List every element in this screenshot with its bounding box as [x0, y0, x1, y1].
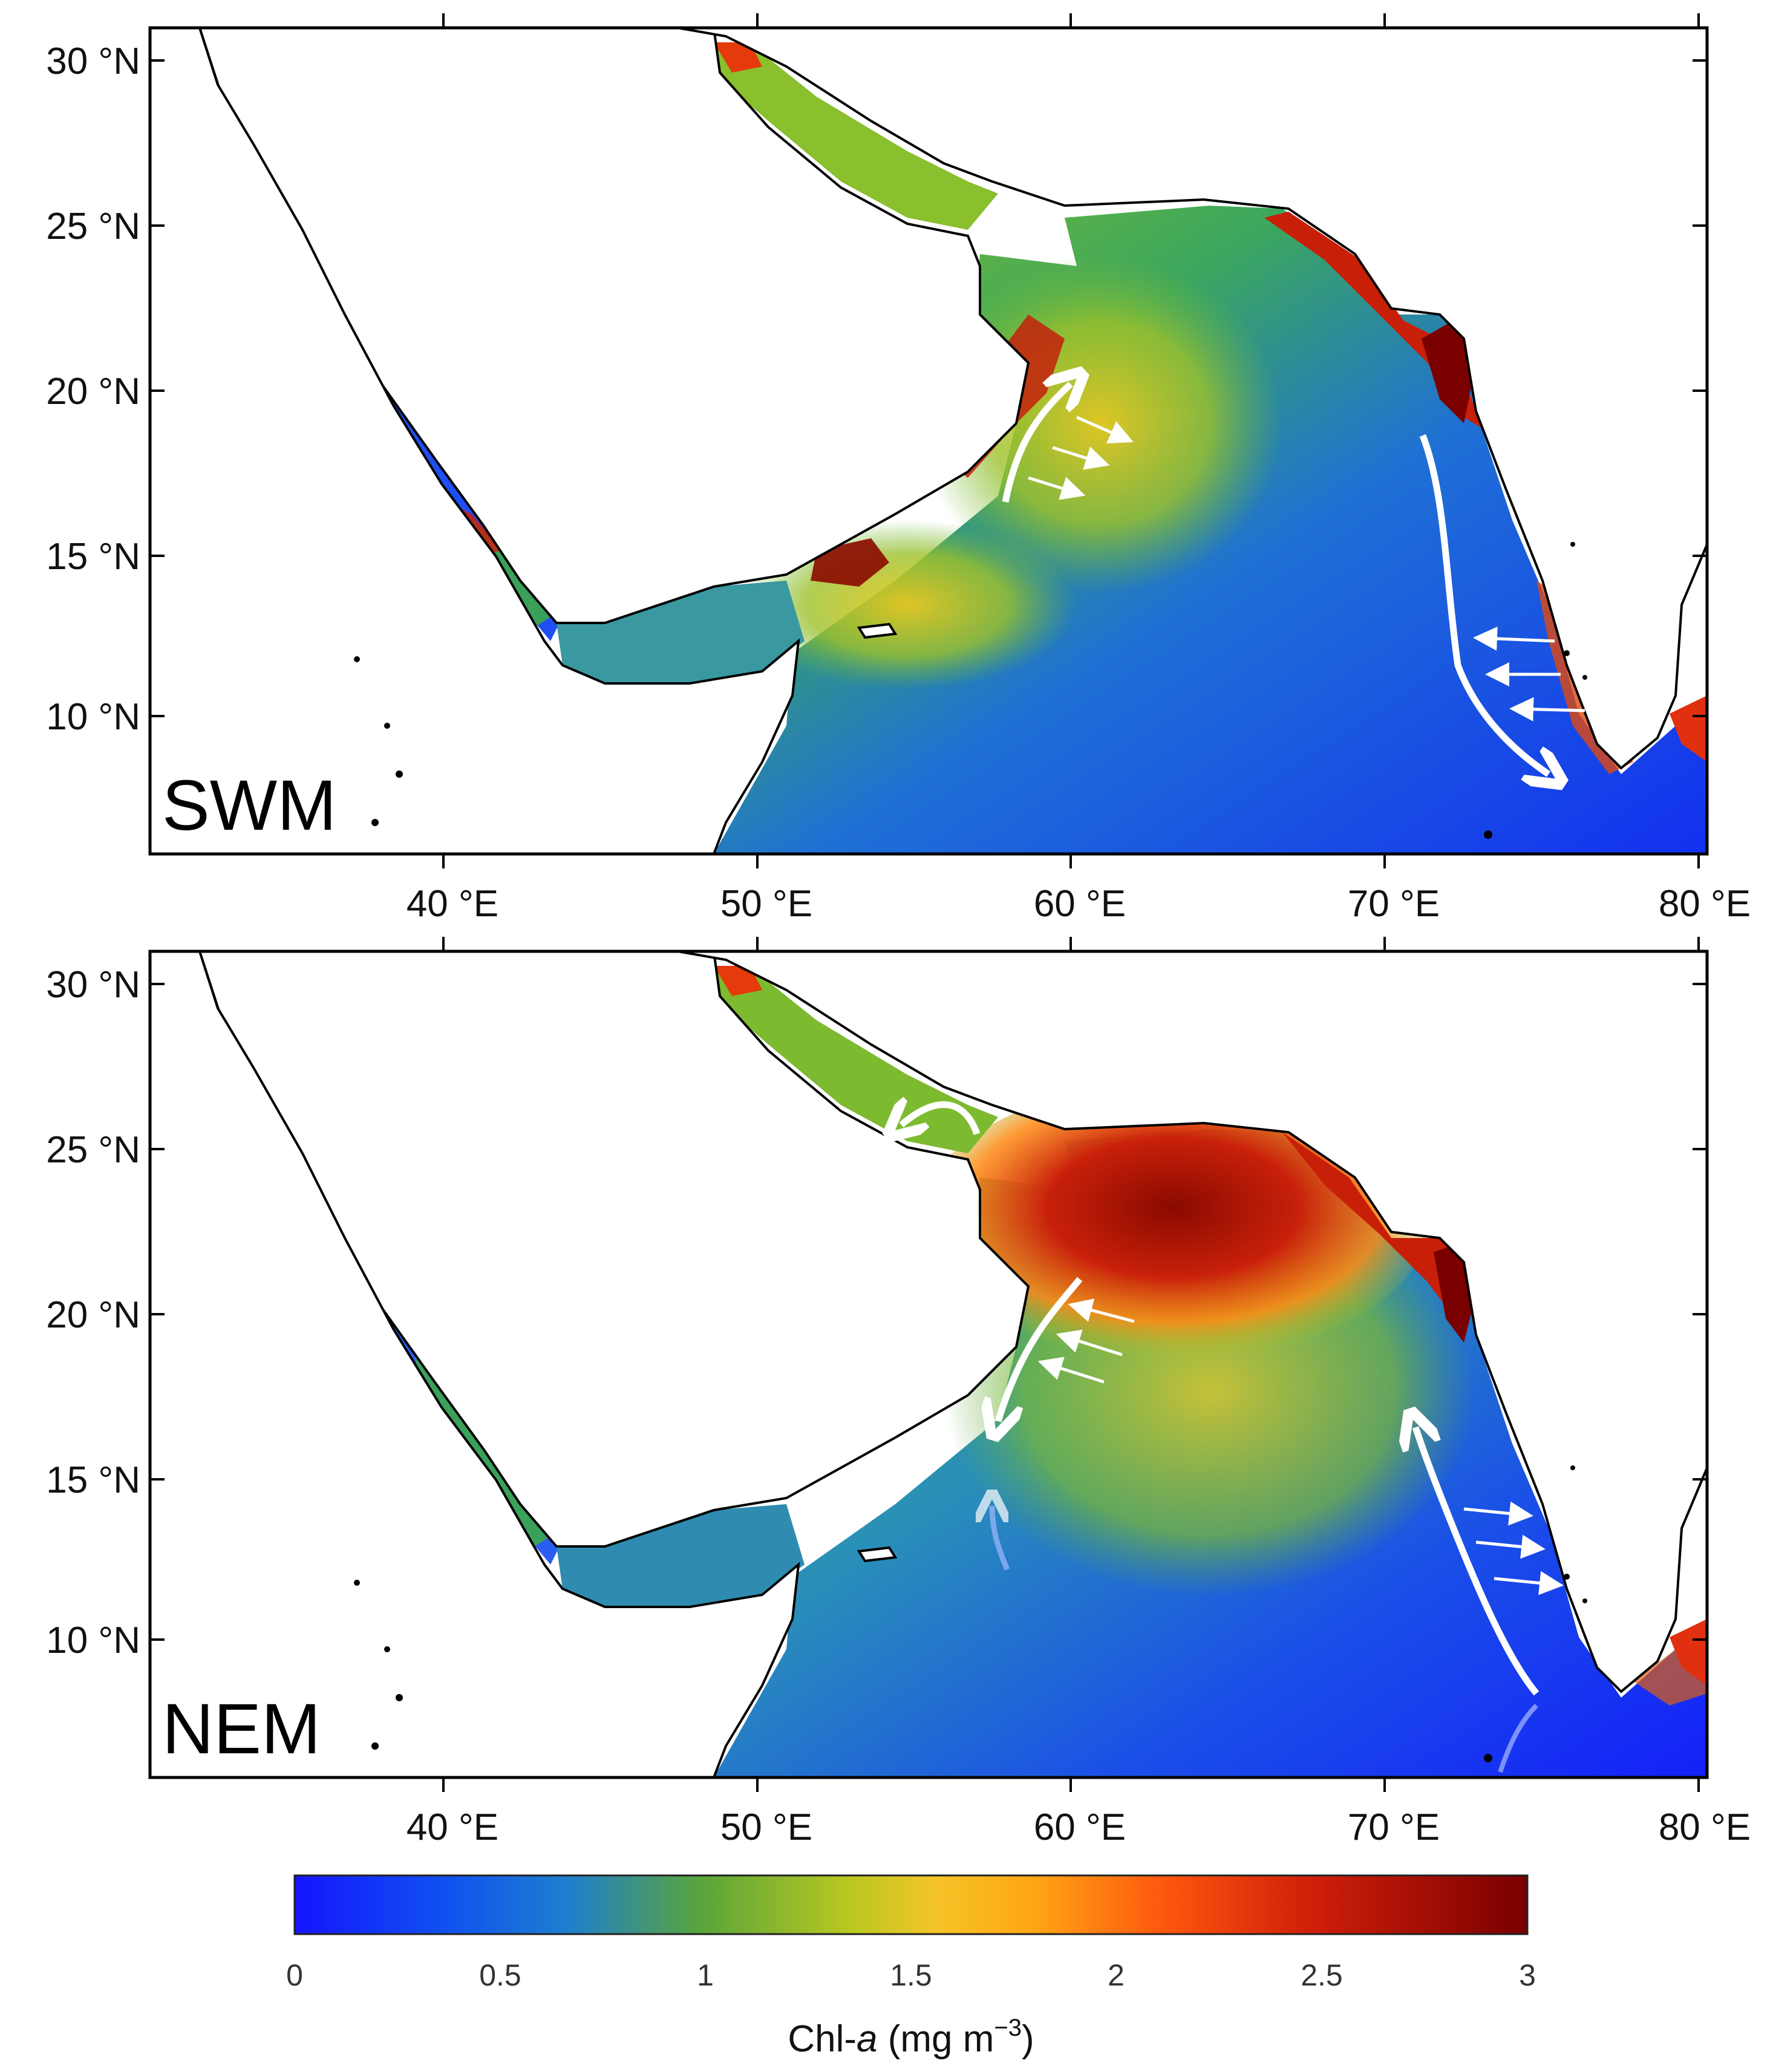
swm-lon-label-60: 60 °E: [1034, 883, 1126, 925]
colorbar-title-prefix: Chl-: [788, 2018, 857, 2060]
nem-panel-label: NEM: [162, 1689, 321, 1769]
nem-lon-label-70: 70 °E: [1348, 1806, 1440, 1848]
swm-lon-label-70: 70 °E: [1348, 883, 1440, 925]
swm-lon-label-50: 50 °E: [720, 883, 812, 925]
swm-lon-label-80: 80 °E: [1659, 883, 1751, 925]
colorbar-title-close: ): [1022, 2018, 1034, 2060]
colorbar-gradient: [293, 1874, 1529, 1935]
colorbar: 0 0.5 1 1.5 2 2.5 3 Chl-a (mg m−3): [286, 1874, 1536, 2060]
nem-map-body: [150, 951, 1707, 1777]
swm-lat-label-30: 30 °N: [46, 41, 140, 82]
colorbar-tick-2: 2: [1108, 1958, 1125, 1992]
swm-lat-label-15: 15 °N: [46, 536, 140, 578]
swm-lon-axis: [442, 13, 1700, 868]
swm-current-arrows: [1002, 384, 1585, 774]
colorbar-title-units: (mg m: [878, 2018, 994, 2060]
nem-map-frame: [148, 950, 1709, 1779]
swm-offshore-arrow-1: [1076, 415, 1134, 444]
nem-islands: [354, 1465, 1587, 1762]
nem-gulf-of-aden: [557, 1504, 805, 1607]
map-panel-nem: NEM 30 °N 25 °N 20 °N 15 °N 10 °N 40 °E …: [46, 937, 1751, 1848]
colorbar-tick-3: 3: [1519, 1958, 1536, 1992]
nem-india-west-coast: [1282, 1132, 1476, 1331]
colorbar-tick-2-5: 2.5: [1301, 1958, 1343, 1992]
swm-lat-label-25: 25 °N: [46, 206, 140, 247]
nem-current-arrows: [901, 1104, 1564, 1773]
nem-onshore-arrow-2: [1056, 1329, 1123, 1357]
nem-onshore-india-arrow-1: [1463, 1501, 1533, 1526]
swm-offshore-arrow-2: [1052, 446, 1110, 470]
nem-lat-axis: [150, 983, 1707, 1641]
swm-india-offshore-arrow-1: [1473, 627, 1555, 651]
swm-persian-gulf: [714, 42, 998, 230]
nem-lat-label-25: 25 °N: [46, 1129, 140, 1171]
colorbar-tick-1-5: 1.5: [890, 1958, 932, 1992]
nem-onshore-india-arrow-3: [1494, 1571, 1564, 1595]
colorbar-title-var: a: [857, 2018, 877, 2060]
colorbar-tick-0: 0: [286, 1958, 303, 1992]
nem-onshore-arrow-1: [1068, 1298, 1135, 1323]
nem-wicc-arrow: [1415, 1427, 1540, 1696]
nem-lat-label-20: 20 °N: [46, 1294, 140, 1336]
nem-faint-south-arrow: [1498, 1704, 1538, 1773]
swm-map-body: [150, 28, 1707, 854]
colorbar-title: Chl-a (mg m−3): [788, 2015, 1034, 2060]
nem-lat-label-10: 10 °N: [46, 1620, 140, 1661]
nem-lon-label-60: 60 °E: [1034, 1806, 1126, 1848]
swm-africa: [150, 28, 800, 854]
nem-onshore-india-arrow-2: [1475, 1534, 1546, 1559]
nem-asia-landmass: [677, 951, 1707, 1693]
swm-lat-label-10: 10 °N: [46, 696, 140, 738]
swm-lon-label-40: 40 °E: [407, 883, 498, 925]
nem-lon-axis: [442, 937, 1700, 1792]
nem-gulf-exchange-arrow: [901, 1104, 981, 1134]
swm-lat-label-20: 20 °N: [46, 371, 140, 412]
nem-oman-current-arrow: [998, 1277, 1083, 1421]
nem-africa: [150, 951, 800, 1777]
swm-panel-label: SWM: [162, 766, 336, 845]
nem-socotra-island: [857, 1546, 898, 1563]
nem-lon-label-50: 50 °E: [720, 1806, 812, 1848]
swm-islands: [354, 542, 1587, 839]
swm-gulf-of-aden: [557, 581, 805, 683]
nem-lat-label-15: 15 °N: [46, 1459, 140, 1501]
nem-faint-arrow: [992, 1506, 1010, 1571]
swm-india-west-coast: [1264, 212, 1494, 435]
colorbar-title-exp: −3: [994, 2015, 1022, 2041]
swm-socotra-island: [857, 622, 898, 639]
swm-offshore-arrow-3: [1028, 476, 1086, 500]
swm-wicc-arrow: [1419, 434, 1549, 774]
swm-lat-axis: [150, 59, 1707, 717]
nem-lon-label-40: 40 °E: [407, 1806, 498, 1848]
swm-india-offshore-arrow-3: [1509, 697, 1585, 722]
nem-onshore-arrow-3: [1037, 1357, 1105, 1384]
colorbar-tick-1: 1: [697, 1958, 714, 1992]
colorbar-tick-0-5: 0.5: [479, 1958, 521, 1992]
nem-lat-label-30: 30 °N: [46, 964, 140, 1006]
swm-oman-current-arrow: [1002, 384, 1071, 503]
nem-lon-label-80: 80 °E: [1659, 1806, 1751, 1848]
swm-map-frame: [148, 26, 1709, 856]
map-panel-swm: SWM 30 °N 25 °N 20 °N 15 °N 10 °N 40 °E …: [46, 13, 1751, 925]
swm-asia-landmass: [677, 28, 1707, 770]
